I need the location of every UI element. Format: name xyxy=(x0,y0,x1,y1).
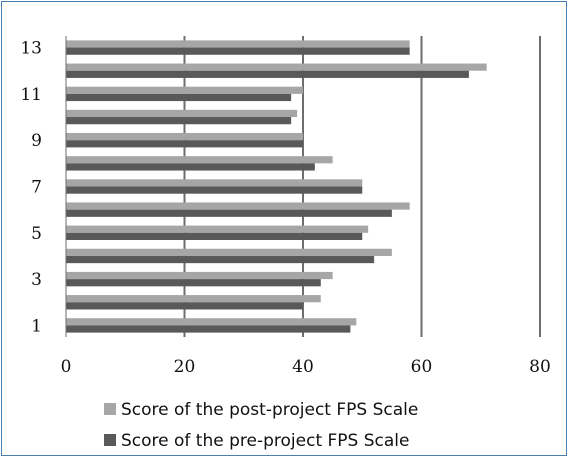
bar-layer xyxy=(66,40,487,333)
x-tick-label: 0 xyxy=(61,357,72,377)
bar-post-10 xyxy=(66,109,298,118)
bar-pre-7 xyxy=(66,186,363,194)
bar-pre-12 xyxy=(66,70,469,78)
legend-swatch-post xyxy=(104,403,116,415)
bar-post-11 xyxy=(66,86,303,94)
legend-swatch-pre xyxy=(104,434,116,446)
bar-pre-9 xyxy=(66,140,303,148)
bar-pre-13 xyxy=(66,47,410,55)
y-tick-label: 1 xyxy=(31,316,42,336)
bar-pre-8 xyxy=(66,163,315,171)
y-tick-label: 5 xyxy=(31,224,42,244)
bar-pre-2 xyxy=(66,302,303,310)
bar-pre-3 xyxy=(66,279,321,287)
bar-post-7 xyxy=(66,179,363,187)
bar-pre-5 xyxy=(66,232,363,241)
bar-pre-10 xyxy=(66,117,292,125)
bar-post-13 xyxy=(66,40,410,48)
x-tick-label: 80 xyxy=(529,357,551,377)
y-tick-label: 3 xyxy=(31,270,42,290)
x-tick-label: 60 xyxy=(411,357,433,377)
y-tick-label: 11 xyxy=(20,85,42,105)
y-tick-label: 9 xyxy=(31,131,42,151)
x-tick-label: 40 xyxy=(292,357,314,377)
legend-item-pre: Score of the pre-project FPS Scale xyxy=(104,431,409,451)
bar-post-6 xyxy=(66,202,410,210)
bar-post-5 xyxy=(66,225,369,233)
bar-post-8 xyxy=(66,156,333,164)
legend-label-pre: Score of the pre-project FPS Scale xyxy=(121,431,409,451)
legend: Score of the post-project FPS Scale Scor… xyxy=(104,400,418,451)
bar-pre-11 xyxy=(66,93,292,102)
legend-item-post: Score of the post-project FPS Scale xyxy=(104,400,418,420)
y-tick-label: 13 xyxy=(20,39,42,59)
bar-pre-4 xyxy=(66,255,375,264)
bar-post-1 xyxy=(66,318,357,326)
bar-pre-6 xyxy=(66,209,392,217)
bar-pre-1 xyxy=(66,325,351,333)
bar-post-4 xyxy=(66,248,392,256)
bar-post-3 xyxy=(66,271,333,280)
y-tick-label: 7 xyxy=(31,178,42,198)
bar-post-9 xyxy=(66,132,303,141)
bar-post-2 xyxy=(66,295,321,303)
x-tick-label: 20 xyxy=(174,357,196,377)
bar-post-12 xyxy=(66,63,487,71)
legend-label-post: Score of the post-project FPS Scale xyxy=(121,400,418,420)
